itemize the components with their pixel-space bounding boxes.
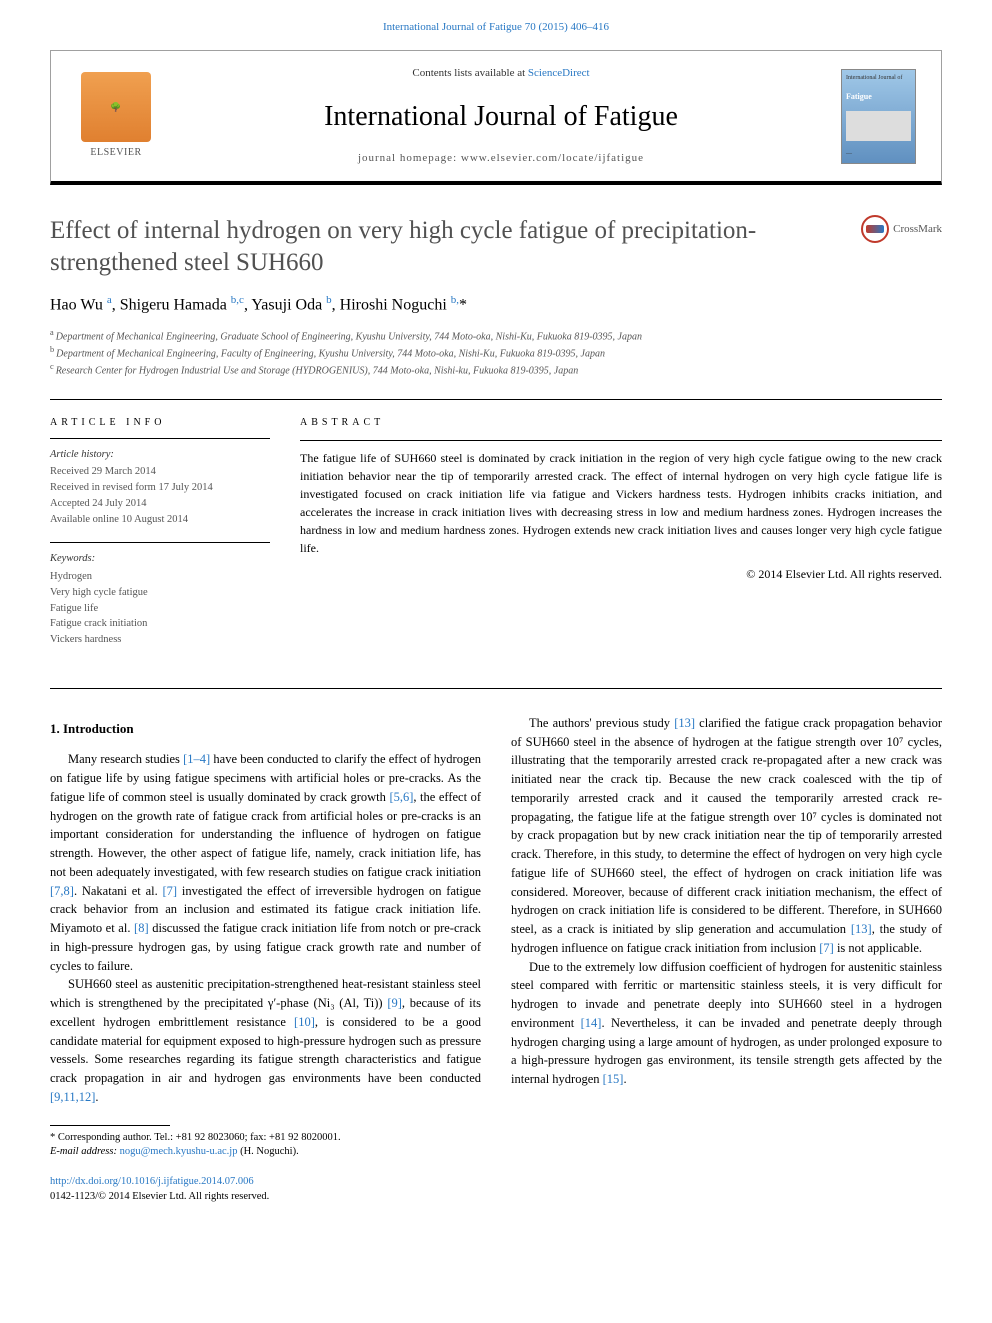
crossmark-badge[interactable]: CrossMark: [861, 215, 942, 243]
history-online: Available online 10 August 2014: [50, 512, 270, 528]
journal-homepage-line: journal homepage: www.elsevier.com/locat…: [161, 151, 841, 166]
banner-center: Contents lists available at ScienceDirec…: [161, 66, 841, 166]
abstract-heading: ABSTRACT: [300, 415, 942, 430]
cover-footer-icon: —: [846, 150, 911, 158]
corresponding-author: * Corresponding author. Tel.: +81 92 802…: [50, 1131, 470, 1146]
email-suffix: (H. Noguchi).: [237, 1146, 298, 1157]
article-title: Effect of internal hydrogen on very high…: [50, 215, 830, 278]
issn-copyright: 0142-1123/© 2014 Elsevier Ltd. All right…: [50, 1190, 942, 1205]
doi-link[interactable]: http://dx.doi.org/10.1016/j.ijfatigue.20…: [50, 1176, 254, 1187]
cover-label-main: Fatigue: [846, 91, 911, 102]
section-1-heading: 1. Introduction: [50, 719, 481, 739]
ref-13b[interactable]: [13]: [851, 922, 872, 936]
abstract-column: ABSTRACT The fatigue life of SUH660 stee…: [300, 415, 942, 663]
contents-prefix: Contents lists available at: [412, 67, 527, 79]
ref-9-11-12[interactable]: [9,11,12]: [50, 1090, 95, 1104]
para-1: Many research studies [1–4] have been co…: [50, 750, 481, 975]
keyword-4: Fatigue crack initiation: [50, 616, 270, 632]
ref-13a[interactable]: [13]: [674, 716, 695, 730]
email-label: E-mail address:: [50, 1146, 117, 1157]
ref-5-6[interactable]: [5,6]: [389, 790, 413, 804]
keyword-1: Hydrogen: [50, 569, 270, 585]
journal-banner: 🌳 ELSEVIER Contents lists available at S…: [50, 50, 942, 185]
keyword-2: Very high cycle fatigue: [50, 585, 270, 601]
affiliations: aDepartment of Mechanical Engineering, G…: [50, 327, 942, 379]
ref-8[interactable]: [8]: [134, 921, 149, 935]
article-info-heading: ARTICLE INFO: [50, 415, 270, 430]
publisher-logo: 🌳 ELSEVIER: [71, 72, 161, 160]
ref-10[interactable]: [10]: [294, 1015, 315, 1029]
crossmark-label: CrossMark: [893, 222, 942, 237]
affiliation-c: Research Center for Hydrogen Industrial …: [56, 366, 579, 377]
cover-art-icon: [846, 111, 911, 141]
history-received: Received 29 March 2014: [50, 464, 270, 480]
history-heading: Article history:: [50, 447, 270, 463]
affiliation-b: Department of Mechanical Engineering, Fa…: [56, 348, 605, 359]
ref-7b[interactable]: [7]: [819, 941, 834, 955]
footnote-separator: [50, 1125, 170, 1126]
authors-line: Hao Wu a, Shigeru Hamada b,c, Yasuji Oda…: [50, 293, 942, 317]
history-revised: Received in revised form 17 July 2014: [50, 480, 270, 496]
publisher-name: ELSEVIER: [90, 146, 141, 160]
abstract-text: The fatigue life of SUH660 steel is domi…: [300, 440, 942, 557]
elsevier-tree-icon: 🌳: [81, 72, 151, 142]
ref-7[interactable]: [7]: [163, 884, 178, 898]
footer-meta: http://dx.doi.org/10.1016/j.ijfatigue.20…: [50, 1175, 942, 1204]
para-4: Due to the extremely low diffusion coeff…: [511, 958, 942, 1089]
cover-label-top: International Journal of: [846, 74, 911, 82]
ref-14[interactable]: [14]: [581, 1016, 602, 1030]
top-citation: International Journal of Fatigue 70 (201…: [0, 0, 992, 50]
divider-top: [50, 399, 942, 400]
para-2: SUH660 steel as austenitic precipitation…: [50, 975, 481, 1106]
journal-name: International Journal of Fatigue: [161, 97, 841, 136]
contents-line: Contents lists available at ScienceDirec…: [161, 66, 841, 81]
journal-cover: International Journal of Fatigue —: [841, 69, 921, 164]
footnotes: * Corresponding author. Tel.: +81 92 802…: [50, 1131, 470, 1160]
ref-1-4[interactable]: [1–4]: [183, 752, 210, 766]
keyword-5: Vickers hardness: [50, 632, 270, 648]
ref-7-8[interactable]: [7,8]: [50, 884, 74, 898]
body-text: 1. Introduction Many research studies [1…: [50, 714, 942, 1107]
history-accepted: Accepted 24 July 2014: [50, 496, 270, 512]
keyword-3: Fatigue life: [50, 601, 270, 617]
affiliation-a: Department of Mechanical Engineering, Gr…: [56, 331, 642, 342]
ref-9[interactable]: [9]: [387, 996, 402, 1010]
ref-15[interactable]: [15]: [603, 1072, 624, 1086]
keywords-heading: Keywords:: [50, 551, 270, 567]
crossmark-icon: [861, 215, 889, 243]
article-info-column: ARTICLE INFO Article history: Received 2…: [50, 415, 270, 663]
corresponding-email-link[interactable]: nogu@mech.kyushu-u.ac.jp: [120, 1146, 238, 1157]
abstract-copyright: © 2014 Elsevier Ltd. All rights reserved…: [300, 565, 942, 583]
divider-bottom: [50, 688, 942, 689]
para-3: The authors' previous study [13] clarifi…: [511, 714, 942, 958]
sciencedirect-link[interactable]: ScienceDirect: [528, 67, 590, 79]
